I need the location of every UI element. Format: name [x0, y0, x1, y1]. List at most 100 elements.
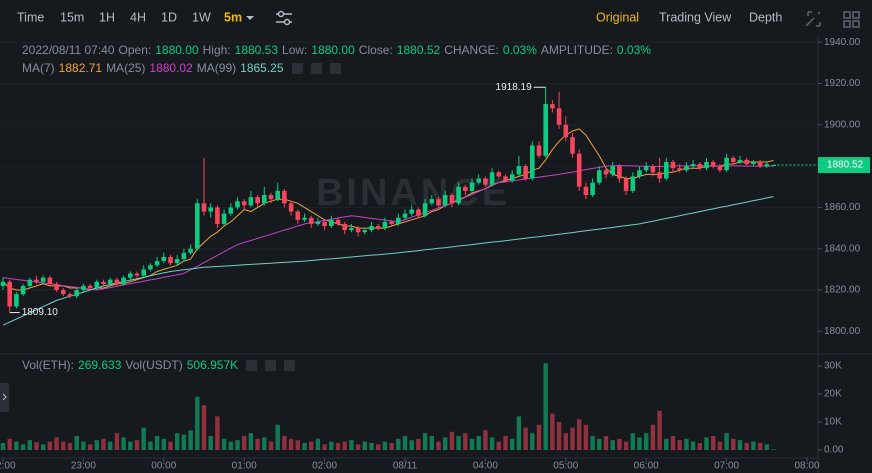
interval-tab[interactable]: 4H: [130, 10, 146, 24]
active-interval[interactable]: 5m: [224, 10, 242, 24]
candle-body: [643, 166, 649, 171]
interval-tab[interactable]: 1D: [161, 10, 177, 24]
ma-name: MA(25): [106, 61, 146, 75]
legend-icon[interactable]: [246, 360, 258, 372]
volume-bar: [20, 444, 26, 451]
y-tick-label: 1820.00: [824, 285, 861, 296]
time-label: 06:00: [634, 461, 659, 472]
volume-legend-label: Vol(ETH):: [22, 358, 75, 372]
volume-bar: [295, 440, 300, 451]
volume-bar: [221, 438, 227, 451]
legend-icon[interactable]: [284, 360, 296, 372]
volume-bar: [757, 443, 763, 451]
volume-bar: [154, 436, 160, 451]
interval-tab[interactable]: 1W: [192, 10, 211, 24]
view-tab[interactable]: Trading View: [659, 10, 732, 24]
view-tab[interactable]: Original: [596, 10, 639, 24]
candle-body: [61, 290, 66, 295]
candle-body: [382, 221, 388, 229]
fullscreen-icon[interactable]: [805, 11, 821, 27]
volume-bar: [764, 444, 769, 451]
volume-bar: [697, 443, 702, 451]
volume-bar: [94, 440, 99, 451]
time-label: 07:00: [714, 461, 739, 472]
volume-bar: [34, 442, 39, 451]
volume-bar: [550, 413, 555, 451]
volume-bar: [268, 441, 274, 451]
candle-body: [576, 153, 582, 187]
candle-body: [550, 104, 555, 109]
dropdown-caret[interactable]: [246, 16, 254, 20]
candle-body: [737, 159, 743, 162]
volume-bar: [516, 416, 522, 451]
candle-body: [81, 285, 86, 291]
candle-body: [630, 176, 636, 191]
candle-body: [456, 186, 461, 204]
ma-line: [2, 196, 774, 326]
interval-tab[interactable]: Time: [17, 10, 44, 24]
volume-bar: [275, 424, 280, 451]
legend-icon[interactable]: [310, 63, 322, 75]
candle-body: [483, 178, 488, 185]
candle-body: [47, 277, 53, 284]
candle-body: [556, 108, 562, 125]
candle-body: [262, 195, 267, 204]
candle-body: [141, 269, 146, 276]
volume-bar: [188, 430, 193, 451]
volume-bar: [677, 440, 682, 451]
volume-bar: [54, 437, 59, 451]
y-tick-label: 1860.00: [824, 202, 861, 213]
settings-icon[interactable]: [276, 10, 292, 26]
side-panel-arrow[interactable]: [2, 393, 7, 401]
candle-body: [308, 217, 314, 224]
volume-bar: [235, 440, 240, 451]
candle-body: [67, 294, 73, 297]
candle-body: [670, 161, 676, 169]
candle-body: [302, 217, 307, 220]
candle-body: [597, 170, 602, 183]
candle-body: [503, 176, 508, 181]
candle-body: [764, 164, 770, 167]
candle-body: [7, 281, 12, 307]
volume-bar: [422, 433, 428, 451]
volume-bar: [583, 424, 589, 451]
volume-bar: [382, 441, 388, 451]
volume-bar: [476, 436, 481, 451]
candle-body: [664, 161, 669, 179]
candle-body: [275, 190, 280, 200]
volume-bar: [128, 441, 133, 451]
volume-bar: [67, 443, 73, 451]
legend-label: CHANGE:: [444, 43, 499, 57]
candle-body: [590, 182, 595, 196]
candle-body: [27, 279, 33, 286]
view-tab[interactable]: Depth: [749, 10, 782, 24]
candle-body: [402, 213, 408, 218]
interval-tab[interactable]: 15m: [60, 10, 84, 24]
side-panel-tab[interactable]: [0, 383, 9, 412]
candle-body: [429, 199, 435, 204]
volume-bar: [108, 441, 113, 451]
volume-legend: Vol(ETH): 269.633 Vol(USDT) 506.957K: [22, 358, 299, 372]
candle-body: [684, 166, 689, 171]
volume-bar: [543, 363, 548, 451]
volume-bar: [556, 421, 562, 451]
legend-icon[interactable]: [329, 63, 341, 75]
plot-area: [0, 87, 776, 451]
legend-icon[interactable]: [265, 360, 277, 372]
legend-label: Open:: [118, 43, 152, 57]
candle-body: [724, 157, 729, 171]
candle-body: [215, 207, 220, 224]
volume-bar: [342, 441, 347, 451]
candle-body: [409, 209, 414, 214]
grid-icon[interactable]: [843, 11, 860, 28]
volume-bar: [195, 396, 200, 451]
volume-bar: [61, 441, 66, 451]
volume-legend-value: 269.633: [78, 358, 122, 372]
volume-bar: [530, 433, 535, 451]
interval-tab[interactable]: 1H: [99, 10, 115, 24]
legend-icon[interactable]: [291, 63, 303, 75]
y-tick-label: 1940.00: [824, 37, 861, 48]
time-label: 01:00: [232, 461, 257, 472]
candle-body: [523, 166, 528, 179]
